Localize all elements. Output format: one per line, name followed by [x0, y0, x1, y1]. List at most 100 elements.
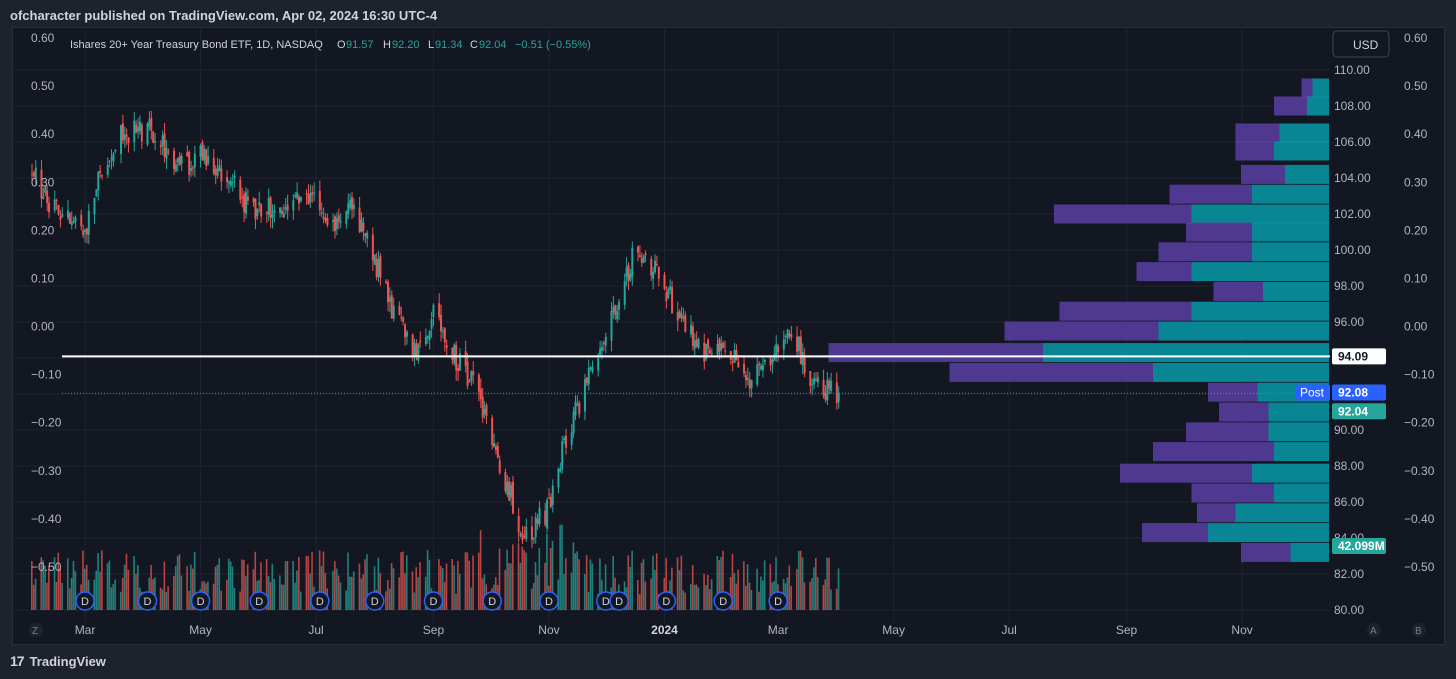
- volume-bar: [563, 573, 565, 610]
- candle-body: [663, 274, 666, 290]
- candle-body: [99, 170, 102, 173]
- candle-body: [84, 229, 87, 233]
- candle-body: [379, 255, 382, 278]
- volume-bar: [612, 556, 614, 610]
- candle-body: [220, 168, 223, 182]
- percent-tick-label: 0.20: [1404, 223, 1428, 237]
- volume-bar: [294, 582, 296, 610]
- candle-body: [120, 124, 123, 154]
- volume-bar: [292, 561, 294, 610]
- candle-body: [690, 325, 693, 335]
- candle-body: [761, 365, 764, 370]
- volume-bar: [790, 586, 792, 610]
- volume-bar: [466, 552, 469, 610]
- post-label: Post: [1300, 386, 1325, 400]
- price-tick-label: 90.00: [1334, 423, 1364, 437]
- volume-bar: [216, 564, 219, 610]
- volume-bar: [398, 577, 400, 610]
- log-scale-button[interactable]: B: [1415, 626, 1422, 637]
- candle-body: [318, 190, 321, 211]
- volume-bar: [193, 551, 196, 610]
- candle-body: [691, 326, 694, 347]
- line-price-badge: 94.09: [1338, 349, 1368, 363]
- volume-bar: [426, 550, 429, 610]
- candle-body: [112, 153, 115, 162]
- candle-body: [260, 204, 263, 217]
- volume-profile-down-bar: [1142, 523, 1208, 543]
- volume-bar: [835, 588, 838, 610]
- volume-bar: [135, 573, 137, 610]
- volume-bar: [282, 584, 285, 610]
- dividend-marker: [539, 591, 559, 611]
- candle-body: [398, 306, 401, 315]
- auto-scale-button[interactable]: A: [1370, 626, 1377, 637]
- candle-body: [458, 353, 461, 371]
- volume-bar: [748, 582, 751, 610]
- candle-body: [415, 344, 418, 357]
- candle-body: [101, 175, 104, 177]
- candle-body: [161, 135, 164, 146]
- candle-body: [337, 215, 340, 222]
- candle-body: [265, 211, 268, 214]
- volume-bar: [229, 561, 232, 610]
- volume-bar: [750, 589, 753, 610]
- candle-body: [137, 127, 140, 132]
- candle-body: [385, 281, 388, 283]
- candle-body: [822, 380, 825, 396]
- corner-buttons[interactable]: Z A B: [29, 623, 1426, 637]
- percent-tick-label: −0.30: [1404, 464, 1435, 478]
- price-tick-label: 102.00: [1334, 207, 1371, 221]
- candle-body: [682, 316, 685, 319]
- volume-bar: [636, 579, 639, 610]
- legend-close-label: C: [470, 39, 478, 51]
- currency-button[interactable]: USD: [1332, 30, 1390, 58]
- publication-header: ofcharacter published on TradingView.com…: [10, 8, 438, 23]
- volume-profile-down-bar: [1213, 281, 1263, 301]
- candle-body: [763, 360, 766, 362]
- dividend-marker: [365, 591, 385, 611]
- candle-body: [837, 393, 840, 402]
- dividend-marker-label: D: [602, 596, 610, 608]
- price-tick-label: 106.00: [1334, 135, 1371, 149]
- candle-body: [627, 265, 630, 282]
- volume-profile-up-bar: [1274, 442, 1329, 462]
- reset-zoom-button[interactable]: Z: [32, 626, 38, 637]
- volume-bar: [123, 564, 126, 610]
- volume-bar: [729, 576, 732, 610]
- horizontal-line-group[interactable]: [62, 355, 1330, 394]
- candle-body: [814, 379, 817, 381]
- percent-tick-label: 0.40: [1404, 127, 1428, 141]
- volume-bar: [125, 553, 128, 610]
- candle-body: [697, 339, 700, 348]
- volume-bar: [470, 587, 472, 610]
- volume-bar: [254, 551, 257, 610]
- time-axis[interactable]: Mar May Jul Sep Nov 2024 Mar May Jul Sep Nov: [75, 623, 1253, 637]
- candle-body: [616, 311, 619, 320]
- volume-bar: [220, 590, 222, 610]
- candle-body: [178, 156, 181, 165]
- price-axis[interactable]: 110.00 108.00 106.00 104.00 102.00 100.00 98.0…: [1334, 63, 1371, 617]
- candle-body: [790, 334, 793, 338]
- candle-body: [506, 481, 509, 495]
- volume-bar: [458, 573, 461, 610]
- candle-body: [642, 255, 645, 264]
- dividend-marker-label: D: [488, 596, 496, 608]
- candle-body: [441, 331, 444, 333]
- candle-body: [532, 537, 535, 540]
- candle-body: [332, 219, 335, 223]
- time-tick-label: May: [189, 623, 212, 637]
- candle-body: [570, 432, 573, 446]
- volume-bar: [82, 550, 84, 610]
- candle-body: [760, 365, 763, 370]
- candle-body: [252, 198, 255, 203]
- volume-bar: [163, 561, 166, 610]
- price-tick-label: 100.00: [1334, 243, 1371, 257]
- candle-body: [404, 324, 407, 338]
- candle-body: [576, 404, 579, 406]
- candle-body: [746, 377, 749, 381]
- candle-body: [453, 344, 456, 364]
- volume-bar: [587, 591, 590, 610]
- volume-bar: [265, 559, 268, 610]
- volume-bar: [133, 556, 135, 610]
